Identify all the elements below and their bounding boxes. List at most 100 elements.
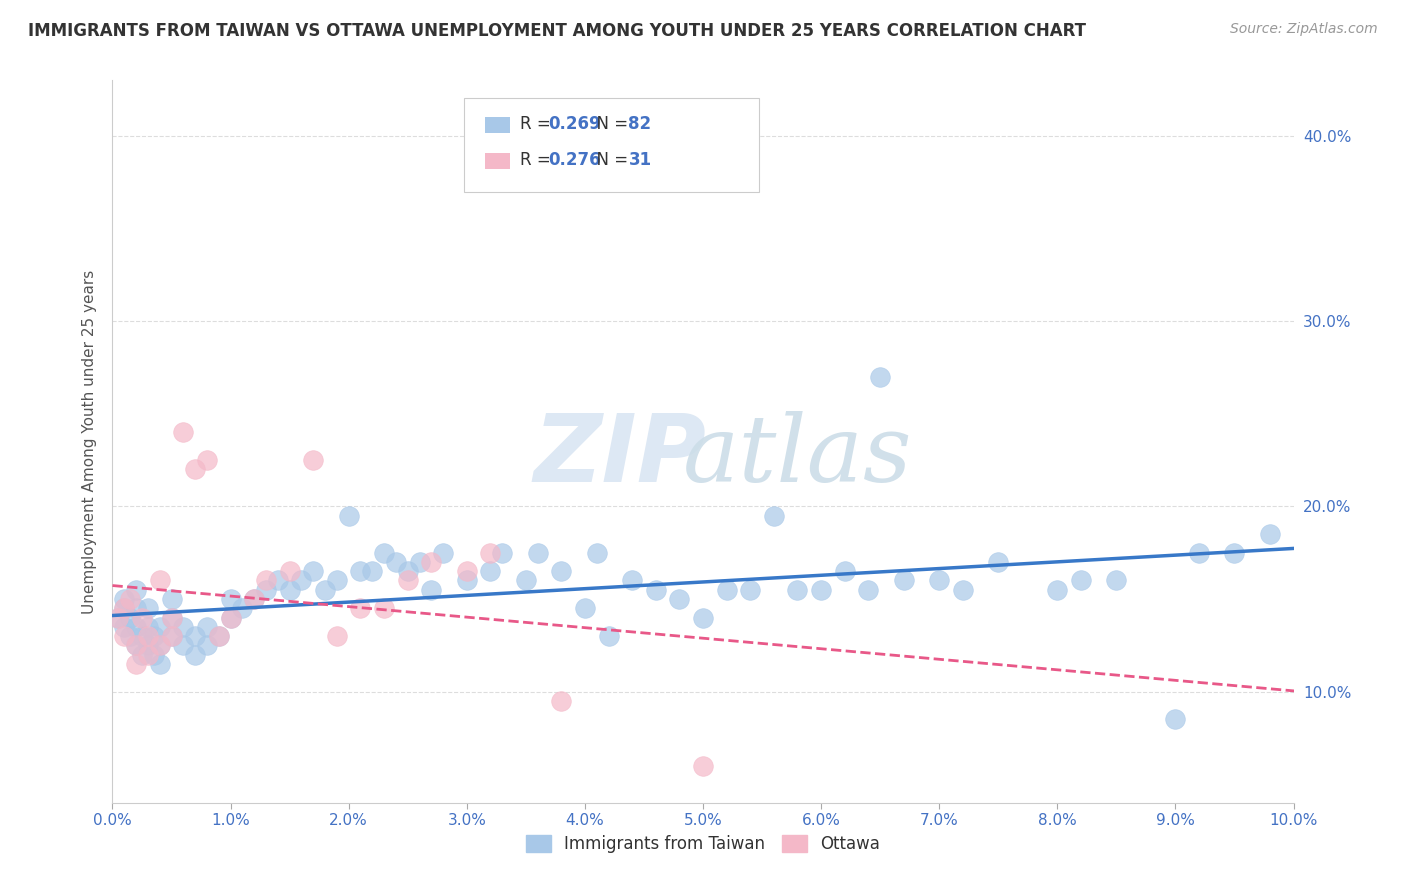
Text: IMMIGRANTS FROM TAIWAN VS OTTAWA UNEMPLOYMENT AMONG YOUTH UNDER 25 YEARS CORRELA: IMMIGRANTS FROM TAIWAN VS OTTAWA UNEMPLO… (28, 22, 1085, 40)
Point (195, 638, 218, 652)
Point (408, 555, 430, 569)
Point (125, 601, 148, 615)
Text: N =: N = (586, 151, 634, 169)
Point (120, 629, 142, 643)
Point (142, 648, 165, 662)
Point (692, 758, 714, 772)
Point (172, 620, 194, 634)
Point (1188, 546, 1211, 560)
Point (456, 564, 478, 578)
Point (184, 648, 207, 662)
Point (302, 564, 325, 578)
Point (231, 601, 253, 615)
Point (195, 620, 218, 634)
Point (786, 582, 808, 597)
Text: Source: ZipAtlas.com: Source: ZipAtlas.com (1230, 22, 1378, 37)
Point (172, 638, 194, 652)
Point (131, 648, 153, 662)
Point (243, 592, 266, 607)
Point (326, 574, 349, 588)
Point (149, 574, 172, 588)
Point (1258, 527, 1281, 541)
Point (479, 564, 502, 578)
Point (112, 601, 135, 615)
Point (160, 629, 183, 643)
Point (184, 462, 207, 476)
Text: 0.269: 0.269 (548, 115, 600, 133)
Point (136, 620, 159, 634)
Point (515, 574, 537, 588)
Point (337, 508, 360, 523)
Point (112, 620, 135, 634)
Point (456, 574, 478, 588)
Point (385, 555, 408, 569)
Point (326, 629, 349, 643)
Point (928, 574, 950, 588)
Point (208, 629, 231, 643)
Point (208, 629, 231, 643)
Point (432, 546, 454, 560)
Point (172, 425, 194, 440)
Point (149, 638, 172, 652)
Point (740, 582, 762, 597)
Point (136, 648, 159, 662)
Point (184, 629, 207, 643)
Point (160, 592, 183, 607)
Point (396, 564, 419, 578)
Point (373, 601, 395, 615)
Point (136, 629, 159, 643)
Text: ZIP: ZIP (534, 410, 707, 502)
Point (195, 453, 218, 467)
Point (550, 694, 572, 708)
Point (120, 592, 142, 607)
Point (120, 610, 142, 624)
Point (952, 582, 974, 597)
Point (107, 610, 129, 624)
Point (112, 592, 135, 607)
Point (585, 546, 607, 560)
Point (420, 582, 443, 597)
Point (290, 574, 312, 588)
Point (219, 610, 242, 624)
Point (160, 610, 183, 624)
Point (1105, 574, 1128, 588)
Text: atlas: atlas (683, 411, 912, 501)
Point (112, 629, 135, 643)
Point (131, 610, 153, 624)
Point (858, 582, 880, 597)
Point (314, 582, 336, 597)
Point (219, 592, 242, 607)
Point (142, 629, 165, 643)
Point (278, 582, 301, 597)
Point (1070, 574, 1092, 588)
Point (267, 574, 290, 588)
Text: R =: R = (520, 151, 557, 169)
Point (1223, 546, 1246, 560)
Point (125, 582, 148, 597)
Point (420, 555, 443, 569)
Point (1046, 582, 1069, 597)
Point (302, 453, 325, 467)
Point (373, 546, 395, 560)
Point (160, 610, 183, 624)
Text: 82: 82 (628, 115, 651, 133)
Point (243, 592, 266, 607)
Point (131, 629, 153, 643)
Point (987, 555, 1010, 569)
Text: 0.276: 0.276 (548, 151, 600, 169)
Point (550, 564, 572, 578)
Text: N =: N = (586, 115, 634, 133)
Point (644, 582, 666, 597)
Point (574, 601, 596, 615)
Point (349, 601, 371, 615)
Point (278, 564, 301, 578)
Point (526, 546, 548, 560)
Point (762, 508, 785, 523)
Point (125, 638, 148, 652)
Legend: Immigrants from Taiwan, Ottawa: Immigrants from Taiwan, Ottawa (519, 828, 887, 860)
Point (149, 620, 172, 634)
Point (149, 638, 172, 652)
Point (893, 574, 915, 588)
Point (869, 369, 891, 384)
Point (668, 592, 690, 607)
